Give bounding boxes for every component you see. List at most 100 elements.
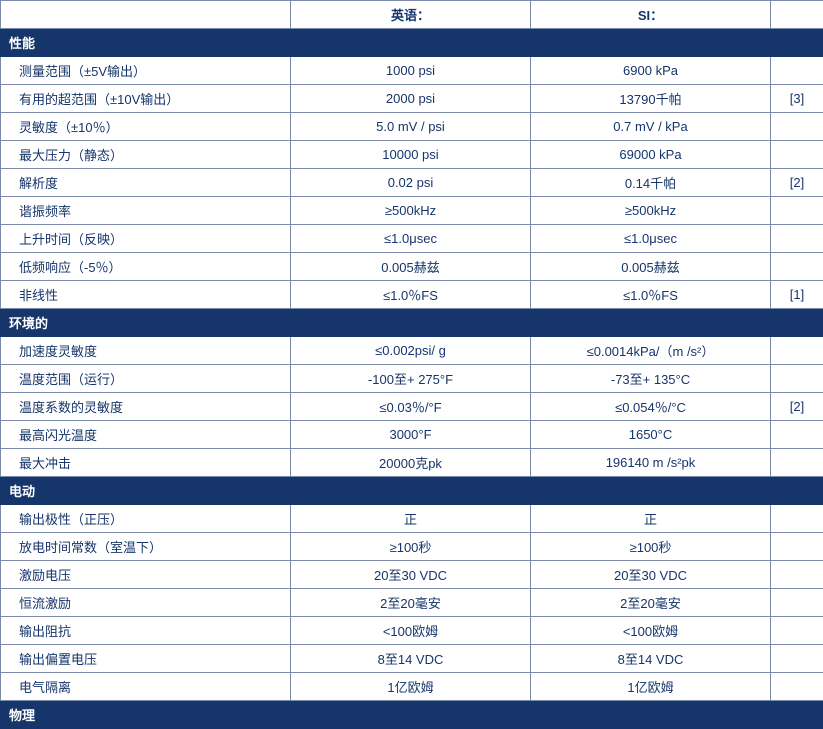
row-label: 低频响应（-5％） xyxy=(1,253,291,281)
row-si: 1亿欧姆 xyxy=(531,673,771,701)
section-title: 物理 xyxy=(1,701,823,729)
table-row: 输出阻抗<100欧姆<100欧姆 xyxy=(1,617,823,645)
table-row: 最大冲击20000克pk196140 m /s²pk xyxy=(1,449,823,477)
section-header: 性能 xyxy=(1,29,823,57)
table-row: 最大压力（静态）10000 psi69000 kPa xyxy=(1,141,823,169)
table-row: 输出极性（正压）正正 xyxy=(1,505,823,533)
row-si: -73至+ 135°C xyxy=(531,365,771,393)
header-note xyxy=(771,1,823,29)
table-row: 电气隔离1亿欧姆1亿欧姆 xyxy=(1,673,823,701)
row-note xyxy=(771,141,823,169)
row-english: <100欧姆 xyxy=(291,617,531,645)
row-note: [2] xyxy=(771,393,823,421)
row-si: 正 xyxy=(531,505,771,533)
row-si: ≤1.0μsec xyxy=(531,225,771,253)
row-label: 灵敏度（±10％） xyxy=(1,113,291,141)
row-note xyxy=(771,421,823,449)
row-english: ≤0.03％/°F xyxy=(291,393,531,421)
row-note: [1] xyxy=(771,281,823,309)
row-label: 上升时间（反映） xyxy=(1,225,291,253)
table-row: 谐振频率≥500kHz≥500kHz xyxy=(1,197,823,225)
row-si: 8至14 VDC xyxy=(531,645,771,673)
row-label: 谐振频率 xyxy=(1,197,291,225)
row-note xyxy=(771,365,823,393)
row-si: ≤1.0％FS xyxy=(531,281,771,309)
header-blank xyxy=(1,1,291,29)
row-english: 0.005赫兹 xyxy=(291,253,531,281)
row-note xyxy=(771,561,823,589)
row-english: 5.0 mV / psi xyxy=(291,113,531,141)
section-header: 电动 xyxy=(1,477,823,505)
row-si: 69000 kPa xyxy=(531,141,771,169)
table-row: 最高闪光温度3000°F1650°C xyxy=(1,421,823,449)
section-title: 环境的 xyxy=(1,309,823,337)
row-english: ≤0.002psi/ g xyxy=(291,337,531,365)
row-english: 10000 psi xyxy=(291,141,531,169)
row-note: [2] xyxy=(771,169,823,197)
table-row: 恒流激励2至20毫安2至20毫安 xyxy=(1,589,823,617)
row-si: 0.005赫兹 xyxy=(531,253,771,281)
row-english: ≤1.0％FS xyxy=(291,281,531,309)
row-english: 2000 psi xyxy=(291,85,531,113)
row-label: 解析度 xyxy=(1,169,291,197)
row-label: 最高闪光温度 xyxy=(1,421,291,449)
table-row: 灵敏度（±10％）5.0 mV / psi0.7 mV / kPa xyxy=(1,113,823,141)
row-english: -100至+ 275°F xyxy=(291,365,531,393)
row-note xyxy=(771,113,823,141)
table-row: 测量范围（±5V输出）1000 psi6900 kPa xyxy=(1,57,823,85)
row-english: ≥500kHz xyxy=(291,197,531,225)
row-english: 正 xyxy=(291,505,531,533)
row-label: 加速度灵敏度 xyxy=(1,337,291,365)
section-header: 环境的 xyxy=(1,309,823,337)
row-si: <100欧姆 xyxy=(531,617,771,645)
row-english: 0.02 psi xyxy=(291,169,531,197)
row-english: 20至30 VDC xyxy=(291,561,531,589)
row-label: 电气隔离 xyxy=(1,673,291,701)
table-row: 非线性≤1.0％FS≤1.0％FS[1] xyxy=(1,281,823,309)
row-label: 非线性 xyxy=(1,281,291,309)
row-si: ≥500kHz xyxy=(531,197,771,225)
row-si: 20至30 VDC xyxy=(531,561,771,589)
table-row: 上升时间（反映）≤1.0μsec≤1.0μsec xyxy=(1,225,823,253)
table-row: 放电时间常数（室温下）≥100秒≥100秒 xyxy=(1,533,823,561)
row-label: 激励电压 xyxy=(1,561,291,589)
row-label: 输出偏置电压 xyxy=(1,645,291,673)
row-note xyxy=(771,253,823,281)
section-title: 电动 xyxy=(1,477,823,505)
table-row: 有用的超范围（±10V输出）2000 psi13790千帕[3] xyxy=(1,85,823,113)
row-label: 输出阻抗 xyxy=(1,617,291,645)
row-label: 输出极性（正压） xyxy=(1,505,291,533)
row-note xyxy=(771,197,823,225)
row-note xyxy=(771,533,823,561)
row-english: 8至14 VDC xyxy=(291,645,531,673)
table-row: 温度系数的灵敏度≤0.03％/°F≤0.054％/°C[2] xyxy=(1,393,823,421)
header-english: 英语： xyxy=(291,1,531,29)
row-si: 196140 m /s²pk xyxy=(531,449,771,477)
header-row: 英语：SI： xyxy=(1,1,823,29)
row-label: 放电时间常数（室温下） xyxy=(1,533,291,561)
row-english: 2至20毫安 xyxy=(291,589,531,617)
table-row: 输出偏置电压8至14 VDC8至14 VDC xyxy=(1,645,823,673)
table-row: 激励电压20至30 VDC20至30 VDC xyxy=(1,561,823,589)
table-row: 解析度0.02 psi0.14千帕[2] xyxy=(1,169,823,197)
row-label: 最大冲击 xyxy=(1,449,291,477)
row-si: ≤0.0014kPa/（m /s²） xyxy=(531,337,771,365)
row-label: 有用的超范围（±10V输出） xyxy=(1,85,291,113)
row-label: 温度范围（运行） xyxy=(1,365,291,393)
spec-table: 英语：SI：性能测量范围（±5V输出）1000 psi6900 kPa有用的超范… xyxy=(0,0,823,729)
row-si: 0.7 mV / kPa xyxy=(531,113,771,141)
row-note xyxy=(771,645,823,673)
section-header: 物理 xyxy=(1,701,823,729)
row-note xyxy=(771,57,823,85)
row-english: 1000 psi xyxy=(291,57,531,85)
section-title: 性能 xyxy=(1,29,823,57)
row-label: 测量范围（±5V输出） xyxy=(1,57,291,85)
row-english: 1亿欧姆 xyxy=(291,673,531,701)
table-row: 加速度灵敏度≤0.002psi/ g≤0.0014kPa/（m /s²） xyxy=(1,337,823,365)
header-si: SI： xyxy=(531,1,771,29)
row-si: 0.14千帕 xyxy=(531,169,771,197)
row-note xyxy=(771,589,823,617)
row-si: 1650°C xyxy=(531,421,771,449)
row-si: 13790千帕 xyxy=(531,85,771,113)
row-label: 恒流激励 xyxy=(1,589,291,617)
